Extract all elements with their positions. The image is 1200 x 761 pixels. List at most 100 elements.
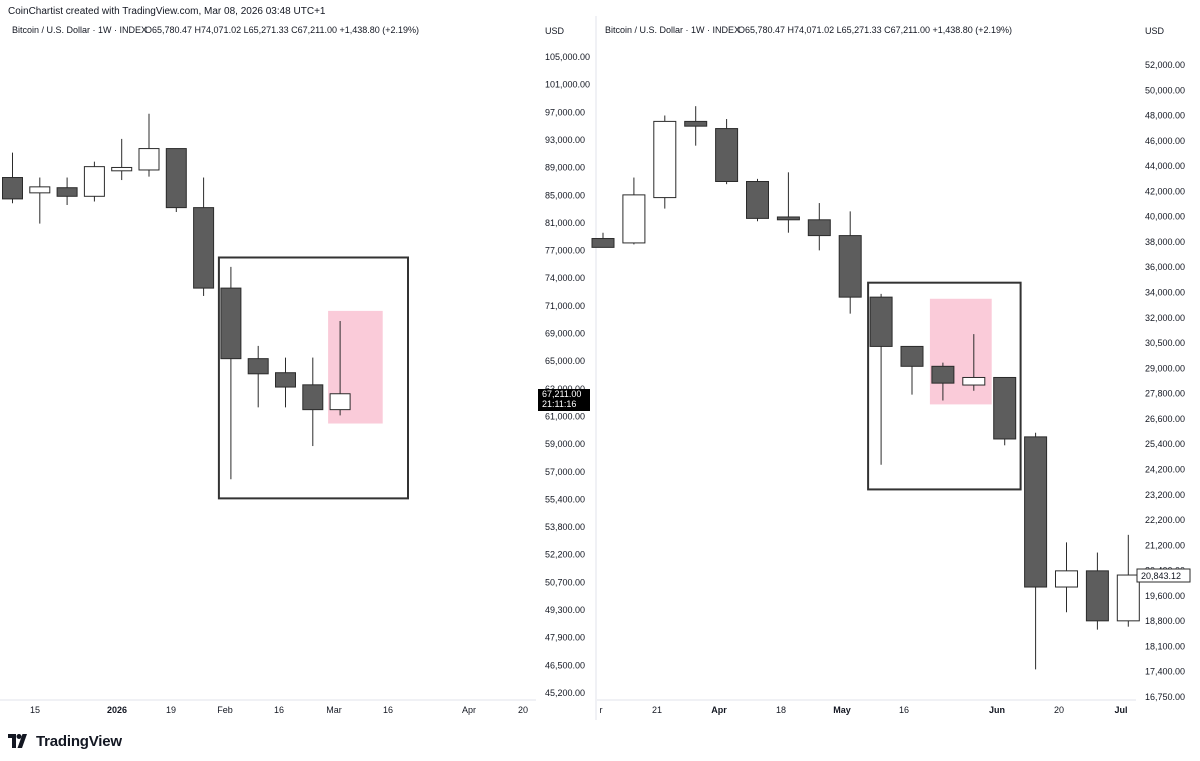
x-tick-label: 18 [776,705,786,715]
candle-body [591,238,615,248]
candle-body [776,216,800,221]
candle-body [56,187,78,197]
highlight-zone [929,298,992,405]
candle-body [838,235,862,298]
y-tick-label: 48,000.00 [1145,111,1185,121]
y-tick-label: 42,000.00 [1145,186,1185,196]
candle-body [993,376,1017,440]
tradingview-brand[interactable]: TradingView [8,730,122,752]
candle-body [1085,570,1109,622]
y-axis-unit: USD [545,26,565,36]
candle-body [165,148,187,209]
y-tick-label: 18,100.00 [1145,641,1185,651]
y-tick-label: 74,000.00 [545,273,585,283]
last-price-tag [538,389,590,411]
y-tick-label: 26,600.00 [1145,414,1185,424]
right-chart-pane[interactable]: Bitcoin / U.S. Dollar · 1W · INDEXO65,78… [591,25,1191,715]
x-tick-label: 16 [899,705,909,715]
y-tick-label: 69,000.00 [545,329,585,339]
last-price-tag [1136,568,1191,583]
y-tick-label: 52,200.00 [545,550,585,560]
y-tick-label: 46,000.00 [1145,136,1185,146]
candle-body [962,376,986,386]
candle-body [83,166,105,197]
x-tick-label: 20 [1054,705,1064,715]
left-chart-pane[interactable]: Bitcoin / U.S. Dollar · 1W · INDEXO65,78… [0,25,590,715]
y-tick-label: 65,000.00 [545,356,585,366]
y-tick-label: 38,000.00 [1145,237,1185,247]
candle-body [111,166,133,172]
candle-body [1116,574,1140,622]
y-tick-label: 89,000.00 [545,163,585,173]
y-tick-label: 97,000.00 [545,107,585,117]
x-tick-label: May [833,705,851,715]
x-tick-label: 16 [383,705,393,715]
y-tick-label: 29,000.00 [1145,363,1185,373]
y-tick-label: 93,000.00 [545,135,585,145]
y-tick-label: 57,000.00 [545,467,585,477]
y-axis-unit: USD [1145,26,1165,36]
candle-body [684,120,708,127]
x-tick-label: Jul [1114,705,1127,715]
y-tick-label: 40,000.00 [1145,212,1185,222]
y-tick-label: 55,400.00 [545,494,585,504]
candle-body [746,180,769,219]
candle-body [931,365,955,384]
y-tick-label: 25,400.00 [1145,439,1185,449]
x-tick-label: 20 [518,705,528,715]
last-price-label: 67,211.00 [542,389,581,399]
y-tick-label: 44,000.00 [1145,161,1185,171]
candle-body [1024,436,1048,588]
candle-body [329,393,351,411]
y-tick-label: 34,000.00 [1145,288,1185,298]
y-tick-label: 19,600.00 [1145,591,1185,601]
candle-body [1055,570,1078,588]
candle-body [29,186,51,194]
y-tick-label: 16,750.00 [1145,692,1185,702]
y-tick-label: 36,000.00 [1145,262,1185,272]
y-tick-label: 50,700.00 [545,577,585,587]
candle-body [2,177,23,200]
y-tick-label: 81,000.00 [545,218,585,228]
x-tick-label: Mar [326,705,342,715]
y-tick-label: 46,500.00 [545,660,585,670]
y-tick-label: 45,200.00 [545,688,585,698]
ohlc-readout: O65,780.47 H74,071.02 L65,271.33 C67,211… [738,25,1012,35]
x-tick-label: 16 [274,705,284,715]
last-price-label: 20,843.12 [1141,571,1181,581]
y-tick-label: 52,000.00 [1145,60,1185,70]
x-tick-label: Feb [217,705,233,715]
candle-body [275,372,296,388]
candle-body [138,148,160,171]
y-tick-label: 23,200.00 [1145,490,1185,500]
range-box [867,281,1022,491]
y-tick-label: 21,200.00 [1145,540,1185,550]
chart-header: Bitcoin / U.S. Dollar · 1W · INDEX [605,25,740,35]
y-tick-label: 47,900.00 [545,633,585,643]
y-tick-label: 59,000.00 [545,439,585,449]
chart-header: Bitcoin / U.S. Dollar · 1W · INDEX [12,25,147,35]
y-tick-label: 63,000.00 [545,384,585,394]
candle-body [622,194,646,244]
x-tick-label: 2026 [107,705,127,715]
candle-body [653,120,677,199]
y-tick-label: 101,000.00 [545,80,590,90]
x-tick-label: Jun [989,705,1005,715]
candle-body [247,358,269,375]
candle-body [715,128,739,182]
ohlc-readout: O65,780.47 H74,071.02 L65,271.33 C67,211… [145,25,419,35]
y-tick-label: 22,200.00 [1145,515,1185,525]
y-tick-label: 53,800.00 [545,522,585,532]
candle-body [220,287,242,360]
y-tick-label: 30,500.00 [1145,338,1185,348]
range-box [217,256,409,500]
x-tick-label: 21 [652,705,662,715]
countdown-label: 21:11:16 [542,399,576,409]
x-tick-label: Apr [462,705,476,715]
y-tick-label: 50,000.00 [1145,85,1185,95]
y-tick-label: 71,000.00 [545,301,585,311]
y-tick-label: 105,000.00 [545,52,590,62]
x-tick-label: 19 [166,705,176,715]
x-tick-label: 15 [30,705,40,715]
